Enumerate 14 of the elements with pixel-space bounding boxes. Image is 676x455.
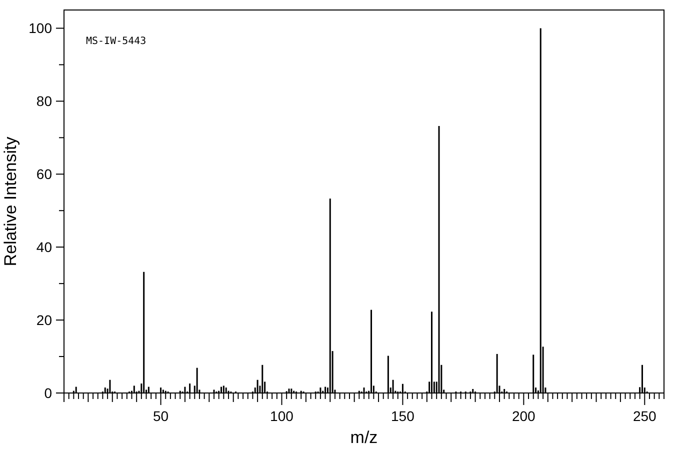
y-axis-title: Relative Intensity: [1, 136, 20, 266]
x-tick-label: 250: [632, 408, 657, 424]
y-tick-label: 60: [36, 166, 52, 182]
x-tick-label: 100: [270, 408, 294, 424]
y-tick-label: 100: [28, 20, 52, 36]
y-tick-label: 80: [36, 93, 52, 110]
x-tick-label: 50: [152, 408, 169, 424]
y-tick-label: 20: [36, 312, 52, 328]
x-tick-label: 200: [512, 408, 536, 424]
y-tick-label: 0: [44, 385, 52, 401]
annotation: MS-IW-5443: [86, 36, 146, 47]
x-tick-label: 150: [391, 408, 415, 424]
y-tick-label: 40: [36, 239, 52, 256]
x-axis-title: m/z: [350, 428, 378, 447]
